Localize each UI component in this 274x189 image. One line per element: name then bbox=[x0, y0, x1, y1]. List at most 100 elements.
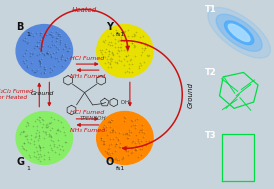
Point bbox=[110, 52, 114, 55]
Point bbox=[35, 40, 39, 43]
Point bbox=[24, 124, 29, 127]
Point bbox=[24, 135, 28, 138]
Point bbox=[110, 56, 114, 59]
Point bbox=[106, 50, 111, 53]
Point bbox=[144, 43, 148, 46]
Point bbox=[32, 123, 36, 126]
Point bbox=[105, 152, 110, 155]
Point bbox=[122, 40, 126, 43]
Point bbox=[38, 114, 43, 117]
Point bbox=[110, 43, 115, 46]
Point bbox=[144, 140, 148, 143]
Point bbox=[55, 129, 60, 132]
Point bbox=[128, 59, 133, 62]
Point bbox=[52, 142, 56, 145]
Point bbox=[43, 153, 47, 156]
Point bbox=[37, 143, 42, 146]
Point bbox=[117, 159, 122, 162]
Point bbox=[55, 39, 59, 42]
Point bbox=[141, 129, 146, 132]
Point bbox=[99, 137, 103, 140]
Point bbox=[21, 146, 25, 149]
Point bbox=[109, 66, 113, 69]
Point bbox=[125, 45, 129, 48]
Point bbox=[50, 40, 54, 43]
Point bbox=[60, 57, 64, 60]
Point bbox=[42, 34, 46, 37]
Point bbox=[122, 39, 127, 42]
Point bbox=[33, 119, 37, 122]
Point bbox=[130, 146, 134, 149]
Point bbox=[29, 32, 34, 35]
Point bbox=[104, 55, 109, 58]
Point bbox=[108, 40, 112, 43]
Point bbox=[107, 49, 112, 52]
Point bbox=[127, 28, 132, 31]
Point bbox=[126, 131, 130, 134]
Point bbox=[27, 123, 32, 126]
Point bbox=[54, 36, 58, 40]
Point bbox=[35, 144, 39, 147]
Point bbox=[133, 126, 138, 129]
Point bbox=[114, 136, 118, 139]
Point bbox=[108, 52, 112, 55]
Point bbox=[143, 46, 147, 49]
Point bbox=[120, 47, 124, 50]
Point bbox=[56, 32, 60, 35]
Point bbox=[127, 133, 132, 136]
Point bbox=[50, 120, 55, 123]
Point bbox=[32, 135, 37, 138]
Point bbox=[34, 145, 38, 148]
Point bbox=[56, 59, 60, 62]
Point bbox=[129, 131, 133, 134]
Point bbox=[107, 42, 111, 45]
Point bbox=[117, 50, 121, 53]
Point bbox=[41, 34, 45, 37]
Point bbox=[129, 147, 133, 150]
Point bbox=[67, 49, 71, 52]
Point bbox=[110, 58, 114, 61]
Point bbox=[100, 138, 104, 141]
Point bbox=[130, 71, 134, 74]
Point bbox=[109, 152, 113, 155]
Point bbox=[130, 63, 135, 66]
Point bbox=[28, 55, 32, 58]
Point bbox=[41, 123, 46, 126]
Point bbox=[139, 153, 143, 156]
Point bbox=[65, 139, 69, 142]
Point bbox=[106, 56, 110, 59]
Point bbox=[112, 136, 116, 139]
Point bbox=[130, 141, 134, 144]
Point bbox=[42, 71, 47, 74]
Point bbox=[51, 140, 55, 143]
Point bbox=[39, 144, 43, 147]
Point bbox=[39, 145, 43, 148]
Point bbox=[38, 32, 42, 35]
Point bbox=[101, 140, 105, 143]
Point bbox=[118, 46, 122, 49]
Point bbox=[145, 143, 149, 146]
Point bbox=[37, 133, 41, 136]
Point bbox=[37, 131, 42, 134]
Point bbox=[56, 36, 60, 39]
Point bbox=[136, 116, 141, 119]
Point bbox=[136, 138, 140, 141]
Point bbox=[56, 34, 60, 37]
Text: HCl Fumed: HCl Fumed bbox=[70, 111, 105, 115]
Point bbox=[140, 126, 145, 129]
Point bbox=[58, 39, 63, 42]
Point bbox=[52, 144, 57, 147]
Point bbox=[125, 59, 130, 62]
Point bbox=[62, 45, 67, 48]
Point bbox=[22, 148, 27, 151]
Point bbox=[124, 69, 128, 72]
Point bbox=[138, 63, 142, 66]
Point bbox=[127, 46, 132, 49]
Point bbox=[105, 125, 110, 128]
Point bbox=[109, 151, 114, 154]
Point bbox=[42, 68, 47, 71]
Text: Ground: Ground bbox=[187, 81, 193, 108]
Point bbox=[54, 55, 58, 58]
Point bbox=[21, 39, 25, 42]
Point bbox=[108, 48, 112, 51]
